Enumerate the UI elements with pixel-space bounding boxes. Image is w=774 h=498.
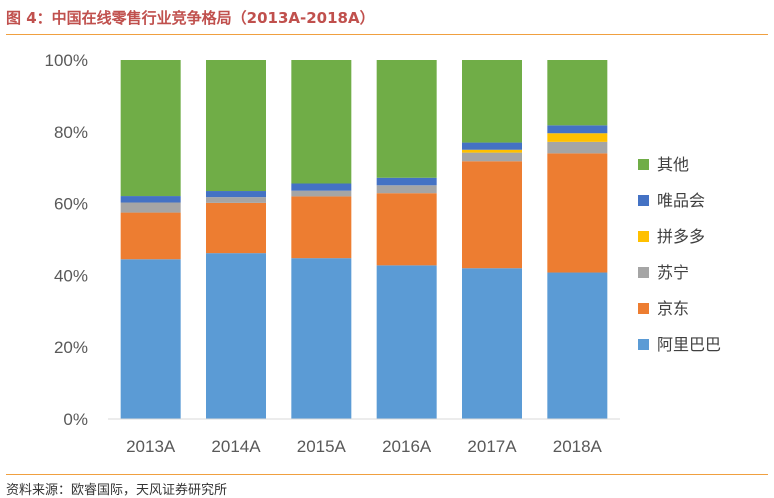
bar-segment [120, 196, 181, 203]
bar-segment [547, 133, 608, 142]
bar-segment [547, 153, 608, 273]
bar-segment [376, 177, 437, 186]
legend-swatch [638, 231, 649, 242]
figure-title: 图 4：中国在线零售行业竞争格局（2013A-2018A） [6, 9, 375, 27]
legend-label: 其他 [657, 155, 689, 174]
bar-segment [291, 183, 352, 191]
x-axis-ticks: 2013A 2014A 2015A 2016A 2017A 2018A [126, 437, 602, 456]
source-divider [6, 474, 768, 475]
bar-segment [291, 190, 352, 197]
bar-segment [120, 202, 181, 213]
source-note: 资料来源：欧睿国际，天风证券研究所 [6, 483, 228, 498]
bar-segment [462, 268, 522, 419]
x-tick-label: 2018A [553, 437, 603, 456]
bar-segment [206, 60, 266, 192]
legend-swatch [638, 267, 649, 278]
x-tick-label: 2016A [382, 437, 432, 456]
legend-label: 阿里巴巴 [657, 335, 721, 354]
bar-segment [547, 272, 608, 419]
bar-segment [291, 258, 352, 419]
bar-segment [206, 253, 266, 419]
bar-segment [547, 141, 608, 154]
y-axis-ticks: 0% 20% 40% 60% 80% 100% [45, 51, 88, 429]
bar-segment [376, 265, 437, 419]
legend-label: 拼多多 [657, 227, 705, 246]
legend-label: 京东 [657, 299, 689, 318]
bar-segment [120, 60, 181, 197]
bar-segment [291, 60, 352, 184]
y-tick-label: 20% [54, 338, 88, 357]
bar-segment [376, 193, 437, 266]
bar-segment [462, 149, 522, 153]
y-tick-label: 40% [54, 266, 88, 285]
bar-stacks [120, 60, 608, 419]
bar-segment [291, 196, 352, 259]
bar-segment [120, 259, 181, 419]
legend-swatch [638, 303, 649, 314]
bar-segment [206, 197, 266, 203]
legend-swatch [638, 339, 649, 350]
title-divider [6, 34, 768, 35]
bar-segment [376, 185, 437, 194]
legend-swatch [638, 159, 649, 170]
y-tick-label: 60% [54, 195, 88, 214]
x-tick-label: 2015A [297, 437, 347, 456]
bar-segment [462, 60, 522, 143]
bar-segment [462, 161, 522, 269]
bar-segment [462, 142, 522, 150]
bar-segment [206, 191, 266, 198]
y-tick-label: 80% [54, 123, 88, 142]
y-tick-label: 100% [45, 51, 88, 70]
bar-segment [547, 60, 608, 126]
bar-segment [206, 202, 266, 254]
x-tick-label: 2013A [126, 437, 176, 456]
bar-segment [547, 125, 608, 134]
y-tick-label: 0% [63, 410, 88, 429]
legend-label: 苏宁 [657, 263, 689, 282]
bar-segment [462, 152, 522, 162]
x-tick-label: 2014A [211, 437, 261, 456]
x-tick-label: 2017A [467, 437, 517, 456]
bar-segment [120, 212, 181, 260]
bar-segment [376, 60, 437, 178]
legend-label: 唯品会 [657, 191, 705, 210]
legend-swatch [638, 195, 649, 206]
